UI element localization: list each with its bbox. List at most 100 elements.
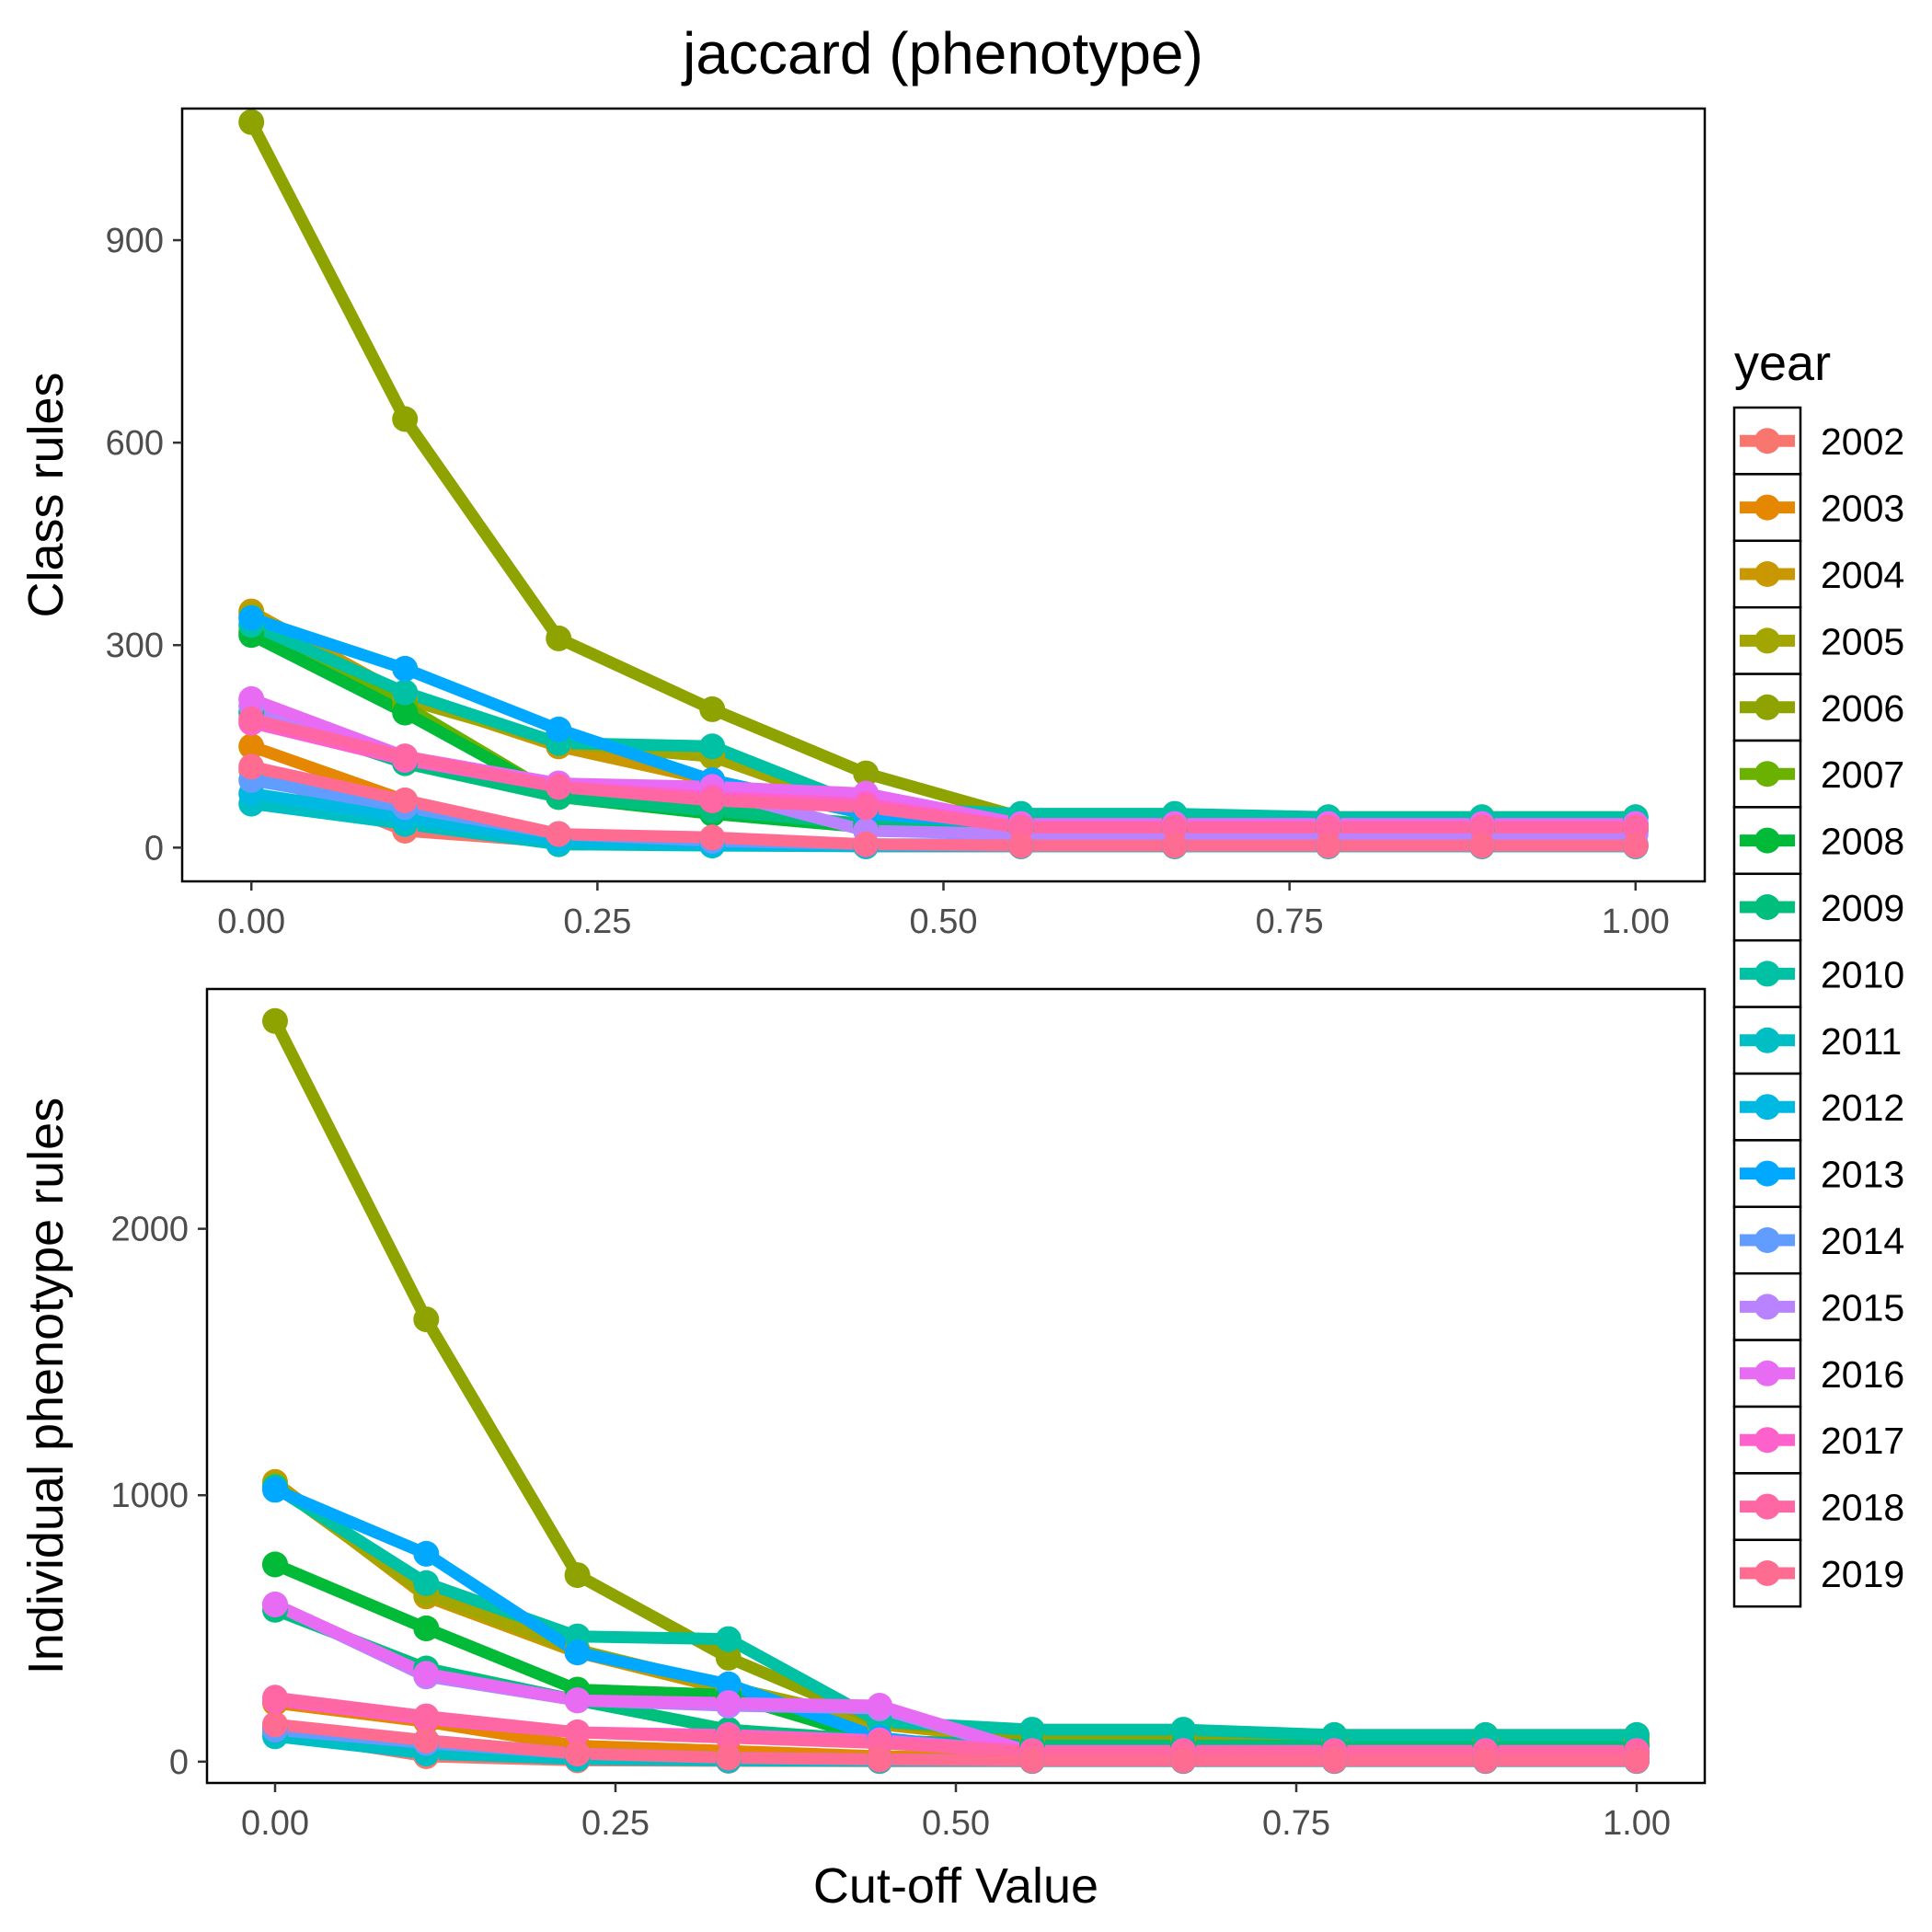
legend-label-2018: 2018 bbox=[1821, 1487, 1904, 1529]
data-point-2008-1 bbox=[413, 1616, 440, 1641]
data-point-2019-5 bbox=[1007, 833, 1034, 859]
data-point-2010-6 bbox=[1170, 1717, 1197, 1743]
legend-label-2005: 2005 bbox=[1821, 620, 1904, 662]
data-point-2013-2 bbox=[546, 716, 572, 742]
data-point-2013-0 bbox=[238, 604, 265, 631]
data-point-2019-6 bbox=[1170, 1747, 1197, 1774]
legend-label-2012: 2012 bbox=[1821, 1087, 1904, 1129]
legend-label-2002: 2002 bbox=[1821, 420, 1904, 463]
data-point-2016-0 bbox=[262, 1592, 288, 1617]
data-point-2008-1 bbox=[392, 699, 419, 726]
data-point-2019-1 bbox=[413, 1727, 440, 1754]
y-tick-label: 2000 bbox=[110, 1211, 189, 1249]
data-point-2019-0 bbox=[238, 753, 265, 780]
legend-key-point-2012 bbox=[1754, 1094, 1780, 1121]
data-point-2003-0 bbox=[238, 733, 265, 760]
series-line-2019 bbox=[269, 1718, 1643, 1766]
data-point-2019-6 bbox=[1161, 833, 1188, 859]
legend-key-point-2017 bbox=[1754, 1427, 1780, 1454]
data-point-2018-2 bbox=[564, 1719, 591, 1745]
x-tick-label: 0.75 bbox=[1262, 1804, 1330, 1843]
data-point-2018-6 bbox=[1161, 814, 1188, 841]
legend-key-point-2014 bbox=[1754, 1227, 1780, 1253]
legend-label-2004: 2004 bbox=[1821, 554, 1904, 596]
data-point-2018-7 bbox=[1315, 814, 1341, 841]
series-line-2018 bbox=[269, 1691, 1643, 1759]
y-tick-label: 900 bbox=[106, 222, 164, 260]
data-point-2018-0 bbox=[262, 1685, 288, 1711]
legend-key-point-2007 bbox=[1754, 761, 1780, 788]
y-tick-label: 0 bbox=[169, 1743, 189, 1782]
legend-key-point-2005 bbox=[1754, 627, 1780, 654]
data-point-2018-2 bbox=[546, 774, 572, 800]
data-point-2006-3 bbox=[715, 1644, 742, 1671]
data-point-2013-2 bbox=[564, 1639, 591, 1666]
data-point-2019-7 bbox=[1321, 1747, 1348, 1774]
data-point-2013-1 bbox=[392, 655, 419, 682]
legend-key-point-2016 bbox=[1754, 1360, 1780, 1386]
legend-key-point-2004 bbox=[1754, 561, 1780, 587]
legend-key-point-2008 bbox=[1754, 827, 1780, 854]
data-point-2019-2 bbox=[546, 821, 572, 847]
legend-label-2010: 2010 bbox=[1821, 953, 1904, 995]
data-point-2006-1 bbox=[392, 406, 419, 432]
chart-panels: 0.00 0.25 0.50 0.75 1.00 0 300 600 900 Class rule… bbox=[18, 107, 1707, 1914]
legend-key-point-2006 bbox=[1754, 694, 1780, 720]
data-point-2019-5 bbox=[1018, 1747, 1045, 1774]
data-point-2006-3 bbox=[699, 696, 726, 722]
legend-key-point-2003 bbox=[1754, 494, 1780, 521]
data-point-2019-9 bbox=[1624, 1747, 1650, 1774]
series-line-2018 bbox=[245, 713, 1642, 834]
x-tick-label: 0.25 bbox=[581, 1804, 650, 1843]
data-point-2018-1 bbox=[413, 1703, 440, 1730]
data-point-2010-1 bbox=[392, 679, 419, 706]
data-point-2010-3 bbox=[715, 1626, 742, 1652]
data-point-2016-4 bbox=[867, 1693, 893, 1719]
data-point-2019-4 bbox=[867, 1746, 893, 1773]
legend-label-2003: 2003 bbox=[1821, 488, 1904, 530]
x-tick-label: 0.50 bbox=[910, 903, 978, 941]
data-point-2019-8 bbox=[1472, 1747, 1499, 1774]
data-point-2018-0 bbox=[238, 706, 265, 732]
data-point-2006-2 bbox=[564, 1562, 591, 1589]
y-axis-title: Individual phenotype rules bbox=[18, 1098, 74, 1674]
legend-label-2016: 2016 bbox=[1821, 1353, 1904, 1396]
legend-label-2011: 2011 bbox=[1821, 1020, 1902, 1063]
legend-label-2009: 2009 bbox=[1821, 887, 1904, 929]
data-point-2019-4 bbox=[853, 831, 880, 857]
x-tick-label: 0.00 bbox=[241, 1804, 309, 1843]
legend-label-2006: 2006 bbox=[1821, 687, 1904, 730]
data-point-2016-0 bbox=[238, 685, 265, 712]
legend-label-2019: 2019 bbox=[1821, 1553, 1904, 1595]
legend-title: year bbox=[1734, 336, 1831, 391]
legend-key-point-2015 bbox=[1754, 1294, 1780, 1320]
y-tick-label: 0 bbox=[144, 829, 164, 868]
data-point-2019-8 bbox=[1468, 833, 1495, 859]
legend-key-point-2018 bbox=[1754, 1493, 1780, 1520]
data-point-2010-3 bbox=[699, 733, 726, 760]
legend-label-2014: 2014 bbox=[1821, 1220, 1904, 1262]
x-tick-label: 1.00 bbox=[1602, 903, 1670, 941]
x-tick-label: 0.75 bbox=[1256, 903, 1324, 941]
data-point-2013-1 bbox=[413, 1540, 440, 1567]
data-point-2006-4 bbox=[853, 760, 880, 787]
y-tick-label: 300 bbox=[106, 627, 164, 665]
y-axis-title: Class rules bbox=[18, 372, 74, 617]
legend-label-2015: 2015 bbox=[1821, 1286, 1904, 1328]
data-point-2019-3 bbox=[715, 1744, 742, 1771]
data-point-2019-2 bbox=[564, 1741, 591, 1767]
legend-key-point-2019 bbox=[1754, 1560, 1780, 1586]
data-point-2016-3 bbox=[715, 1690, 742, 1717]
chart-title: jaccard (phenotype) bbox=[681, 20, 1203, 86]
data-point-2006-0 bbox=[262, 1007, 288, 1034]
x-tick-label: 0.50 bbox=[922, 1804, 990, 1843]
data-point-2018-4 bbox=[853, 794, 880, 821]
data-point-2016-1 bbox=[413, 1661, 440, 1687]
legend-key-point-2011 bbox=[1754, 1027, 1780, 1053]
data-point-2018-5 bbox=[1007, 814, 1034, 841]
series-line-2019 bbox=[245, 760, 1642, 852]
data-point-2013-0 bbox=[262, 1477, 288, 1503]
data-point-2006-1 bbox=[413, 1306, 440, 1333]
data-point-2019-7 bbox=[1315, 833, 1341, 859]
data-point-2019-1 bbox=[392, 788, 419, 813]
